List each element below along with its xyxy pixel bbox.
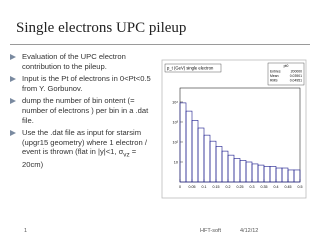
x-tick-label: 0.05 bbox=[189, 185, 196, 189]
y-tick-label: 10⁴ bbox=[172, 100, 178, 104]
bullet: Use the .dat file as input for starsim (… bbox=[8, 128, 158, 170]
histogram-bar bbox=[209, 140, 217, 183]
x-tick-label: 0.5 bbox=[298, 185, 303, 189]
x-tick-label: 0.45 bbox=[285, 185, 292, 189]
x-tick-label: 0.15 bbox=[213, 185, 220, 189]
x-tick-label: 0 bbox=[179, 185, 181, 189]
histogram-bar bbox=[293, 169, 301, 183]
stats-label: Mean bbox=[270, 74, 279, 78]
bullet-text: Input is the Pt of electrons in 0<Pt<0.5… bbox=[22, 74, 151, 93]
subscript: vz bbox=[123, 151, 130, 159]
bullet: Evaluation of the UPC electron contribut… bbox=[8, 52, 158, 71]
plot-frame bbox=[179, 87, 301, 183]
y-tick-label: 10² bbox=[173, 140, 179, 144]
histogram-bar bbox=[239, 160, 247, 183]
bullet-list: Evaluation of the UPC electron contribut… bbox=[8, 52, 158, 173]
page-number: 1 bbox=[24, 228, 28, 234]
y-tick-label: 10³ bbox=[173, 120, 179, 124]
slide-title: Single electrons UPC pileup bbox=[16, 20, 187, 36]
x-tick-label: 0.3 bbox=[250, 185, 255, 189]
stats-value: 200000 bbox=[291, 70, 302, 74]
bullet: Input is the Pt of electrons in 0<Pt<0.5… bbox=[8, 74, 158, 93]
histogram-bar bbox=[185, 110, 193, 183]
histogram-bar bbox=[203, 134, 211, 183]
histogram-bar bbox=[191, 120, 199, 183]
histogram-bar bbox=[179, 102, 187, 183]
x-tick-label: 0.25 bbox=[237, 185, 244, 189]
title-rule bbox=[10, 44, 310, 45]
histogram-bar bbox=[245, 161, 253, 183]
histogram-bar bbox=[227, 154, 235, 183]
bullet-marker bbox=[10, 76, 16, 83]
footer-label: HFT-soft bbox=[200, 228, 222, 234]
x-tick-label: 0.2 bbox=[226, 185, 231, 189]
footer-date: 4/12/12 bbox=[240, 228, 259, 234]
stats-label: Entries bbox=[270, 70, 281, 74]
figure-title-box bbox=[164, 63, 222, 73]
histogram-bar bbox=[215, 146, 223, 183]
bullet-marker bbox=[10, 54, 16, 60]
bullet-text: dump the number of bin ontent (= number … bbox=[22, 96, 149, 125]
stats-label: RMS bbox=[270, 79, 278, 83]
histogram-bar bbox=[275, 167, 283, 183]
figure-title: p_t (GeV) single electron bbox=[167, 66, 214, 71]
figure-frame bbox=[161, 59, 307, 199]
histogram-bar bbox=[287, 169, 295, 183]
histogram-bar bbox=[257, 164, 265, 183]
stats-box bbox=[267, 62, 305, 86]
histogram-bar bbox=[281, 167, 289, 183]
bullet: dump the number of bin ontent (= number … bbox=[8, 96, 158, 125]
histogram-bar bbox=[197, 127, 205, 183]
x-tick-label: 0.35 bbox=[261, 185, 268, 189]
stats-value: 0.04951 bbox=[290, 79, 302, 83]
bullet-text: Use the .dat file as input for starsim (… bbox=[22, 128, 147, 157]
x-tick-label: 0.1 bbox=[202, 185, 207, 189]
y-tick-label: 10 bbox=[174, 160, 178, 164]
histogram-bar bbox=[251, 163, 259, 183]
histogram-bar bbox=[269, 166, 277, 183]
stats-value: 0.03901 bbox=[290, 74, 302, 78]
stats-name: pt0 bbox=[284, 64, 289, 68]
histogram-bar bbox=[221, 150, 229, 183]
bullet-marker bbox=[10, 130, 16, 137]
bullet-text: Evaluation of the UPC electron contribut… bbox=[22, 52, 126, 71]
x-tick-label: 0.4 bbox=[274, 185, 279, 189]
histogram-bar bbox=[233, 158, 241, 183]
bullet-text: = 20cm) bbox=[22, 147, 137, 170]
bullet-marker bbox=[10, 98, 16, 105]
histogram-bar bbox=[263, 166, 271, 183]
